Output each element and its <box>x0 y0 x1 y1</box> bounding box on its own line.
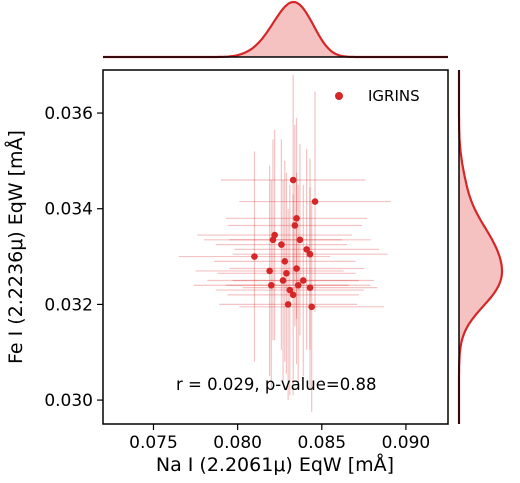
y-tick-label: 0.034 <box>44 200 93 220</box>
x-axis-label: Na I (2.2061μ) EqW [mÅ] <box>156 453 394 476</box>
data-point <box>299 277 307 284</box>
data-point <box>306 284 314 291</box>
data-point <box>289 291 297 299</box>
error-bars <box>178 74 391 413</box>
x-tick-label: 0.085 <box>297 433 346 453</box>
legend-label-igrins: IGRINS <box>368 87 420 105</box>
data-point <box>283 270 290 277</box>
y-tick-label: 0.030 <box>44 391 93 411</box>
x-tick-label: 0.090 <box>382 433 431 453</box>
data-point <box>267 281 275 289</box>
x-tick-label: 0.080 <box>213 433 262 453</box>
data-point <box>296 236 304 244</box>
data-point <box>293 214 300 222</box>
correlation-annotation: r = 0.029, p-value=0.88 <box>176 375 376 394</box>
data-point <box>311 198 319 205</box>
x-tick-label: 0.075 <box>129 433 178 453</box>
data-point <box>281 258 289 265</box>
y-axis-ticks: 0.030 0.032 0.034 0.036 <box>44 104 103 411</box>
y-tick-label: 0.036 <box>44 104 93 124</box>
top-kde-fill <box>103 2 448 57</box>
y-axis-label: Fe I (2.2236μ) EqW [mÅ] <box>4 130 27 364</box>
data-point <box>303 246 310 253</box>
data-point <box>291 222 299 229</box>
top-marginal-density <box>103 0 448 59</box>
data-point <box>251 253 258 260</box>
data-point <box>286 286 294 294</box>
x-axis-ticks: 0.075 0.080 0.085 0.090 <box>129 424 430 453</box>
data-point <box>279 277 287 284</box>
plot-area <box>102 69 449 425</box>
data-point <box>269 236 277 244</box>
legend: IGRINS <box>335 87 420 105</box>
right-marginal-density <box>457 70 504 424</box>
data-point <box>308 303 315 311</box>
y-tick-label: 0.032 <box>44 295 93 315</box>
data-point <box>284 301 292 308</box>
data-point <box>289 176 297 184</box>
data-point <box>293 265 300 272</box>
data-point <box>306 250 314 258</box>
data-point <box>278 241 285 248</box>
data-points <box>251 176 319 311</box>
data-point <box>266 267 273 275</box>
legend-marker-igrins <box>335 92 343 100</box>
data-point <box>294 281 302 289</box>
right-kde-fill <box>459 70 502 424</box>
